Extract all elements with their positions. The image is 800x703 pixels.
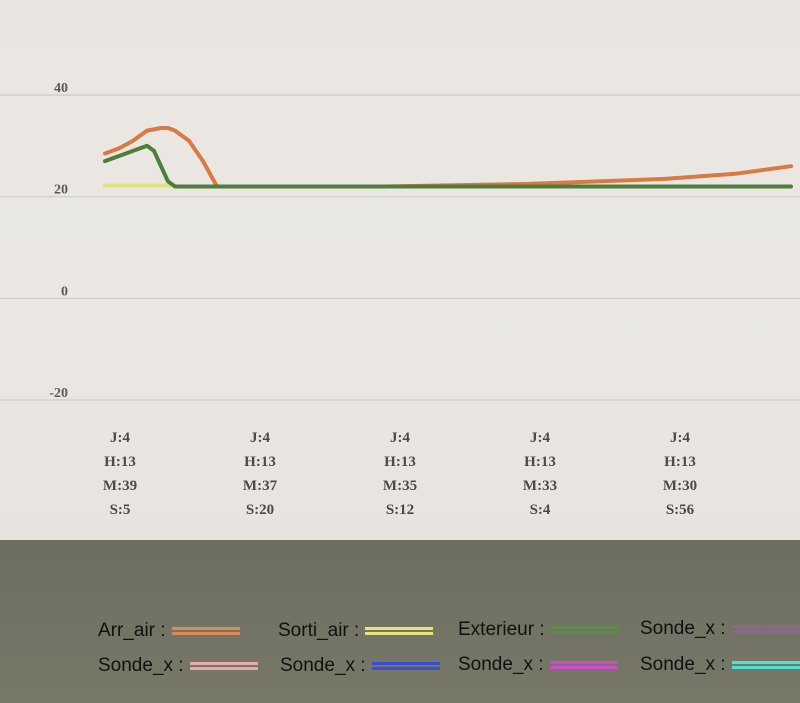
- legend-item-arr-air: Arr_air :: [98, 620, 240, 642]
- legend-swatch: [731, 659, 800, 671]
- legend-swatch: [731, 623, 800, 635]
- x-tick-label: M:37: [243, 478, 278, 494]
- legend-swatch: [365, 625, 434, 637]
- x-tick-label: S:4: [530, 502, 551, 518]
- x-tick-label: J:4: [530, 430, 550, 446]
- x-tick-label: J:4: [110, 430, 130, 446]
- legend-item-sonde-x-3: Sonde_x :: [280, 655, 440, 677]
- x-tick-label: J:4: [670, 430, 690, 446]
- x-tick-label: H:13: [524, 454, 556, 470]
- legend-label: Sonde_x :: [458, 654, 544, 675]
- legend-item-exterieur: Exterieur :: [458, 619, 619, 641]
- chart-panel: 40 20 0 -20 J:4 H:13 M:39 S:5 J:4 H:13 M:37 S:20 J:4…: [0, 0, 800, 540]
- legend-item-sonde-x-5: Sonde_x :: [640, 654, 800, 676]
- chart-legend: Arr_air : Sorti_air : Exterieur : Sonde_…: [0, 540, 800, 703]
- y-tick-label: 40: [54, 81, 68, 96]
- x-tick-label: H:13: [104, 454, 136, 470]
- x-tick-label: M:30: [663, 478, 697, 494]
- legend-label: Sonde_x :: [98, 655, 184, 676]
- y-tick-label: -20: [49, 386, 68, 401]
- legend-swatch: [550, 624, 619, 636]
- legend-item-sonde-x-1: Sonde_x :: [640, 618, 800, 640]
- legend-label: Arr_air :: [98, 620, 166, 641]
- x-tick-label: S:56: [666, 502, 695, 518]
- legend-item-sonde-x-2: Sonde_x :: [98, 655, 258, 677]
- legend-swatch: [189, 660, 258, 672]
- line-chart: 40 20 0 -20 J:4 H:13 M:39 S:5 J:4 H:13 M:37 S:20 J:4…: [0, 81, 800, 518]
- x-tick-label: M:39: [103, 478, 137, 494]
- x-tick-label: H:13: [244, 454, 276, 470]
- x-tick-label: J:4: [390, 430, 410, 446]
- legend-swatch: [171, 625, 240, 637]
- legend-label: Sonde_x :: [280, 655, 366, 676]
- x-tick-label: S:5: [110, 502, 131, 518]
- x-tick-label: H:13: [664, 454, 696, 470]
- legend-label: Sorti_air :: [278, 620, 360, 641]
- x-tick-label: J:4: [250, 430, 270, 446]
- x-tick-label: S:12: [386, 502, 414, 518]
- y-tick-label: 20: [54, 183, 68, 198]
- legend-item-sonde-x-4: Sonde_x :: [458, 654, 618, 676]
- legend-label: Sonde_x :: [640, 654, 726, 675]
- y-tick-label: 0: [61, 284, 68, 299]
- x-tick-label: M:33: [523, 478, 557, 494]
- legend-swatch: [549, 659, 618, 671]
- legend-item-sorti-air: Sorti_air :: [278, 620, 434, 642]
- series-line-exterieur: [103, 143, 793, 189]
- x-tick-label: M:35: [383, 478, 417, 494]
- legend-label: Exterieur :: [458, 619, 545, 640]
- x-tick-label: S:20: [246, 502, 274, 518]
- legend-label: Sonde_x :: [640, 618, 726, 639]
- legend-swatch: [371, 660, 440, 672]
- x-tick-label: H:13: [384, 454, 416, 470]
- series-line-arr-air: [103, 126, 793, 189]
